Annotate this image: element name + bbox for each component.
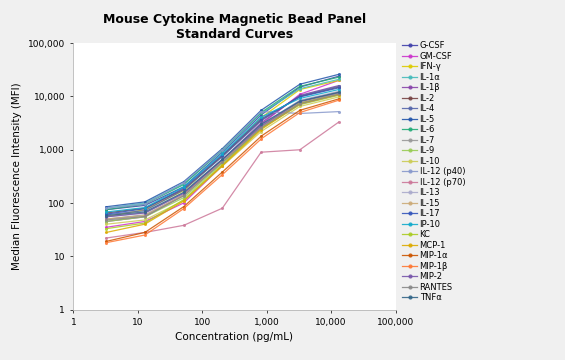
Title: Mouse Cytokine Magnetic Bead Panel
Standard Curves: Mouse Cytokine Magnetic Bead Panel Stand… <box>103 13 366 41</box>
Legend: G-CSF, GM-CSF, IFN-γ, IL-1α, IL-1β, IL-2, IL-4, IL-5, IL-6, IL-7, IL-9, IL-10, I: G-CSF, GM-CSF, IFN-γ, IL-1α, IL-1β, IL-2… <box>399 38 468 306</box>
Y-axis label: Median Fluorescence Intensity (MFI): Median Fluorescence Intensity (MFI) <box>12 82 22 270</box>
X-axis label: Concentration (pg/mL): Concentration (pg/mL) <box>176 333 293 342</box>
